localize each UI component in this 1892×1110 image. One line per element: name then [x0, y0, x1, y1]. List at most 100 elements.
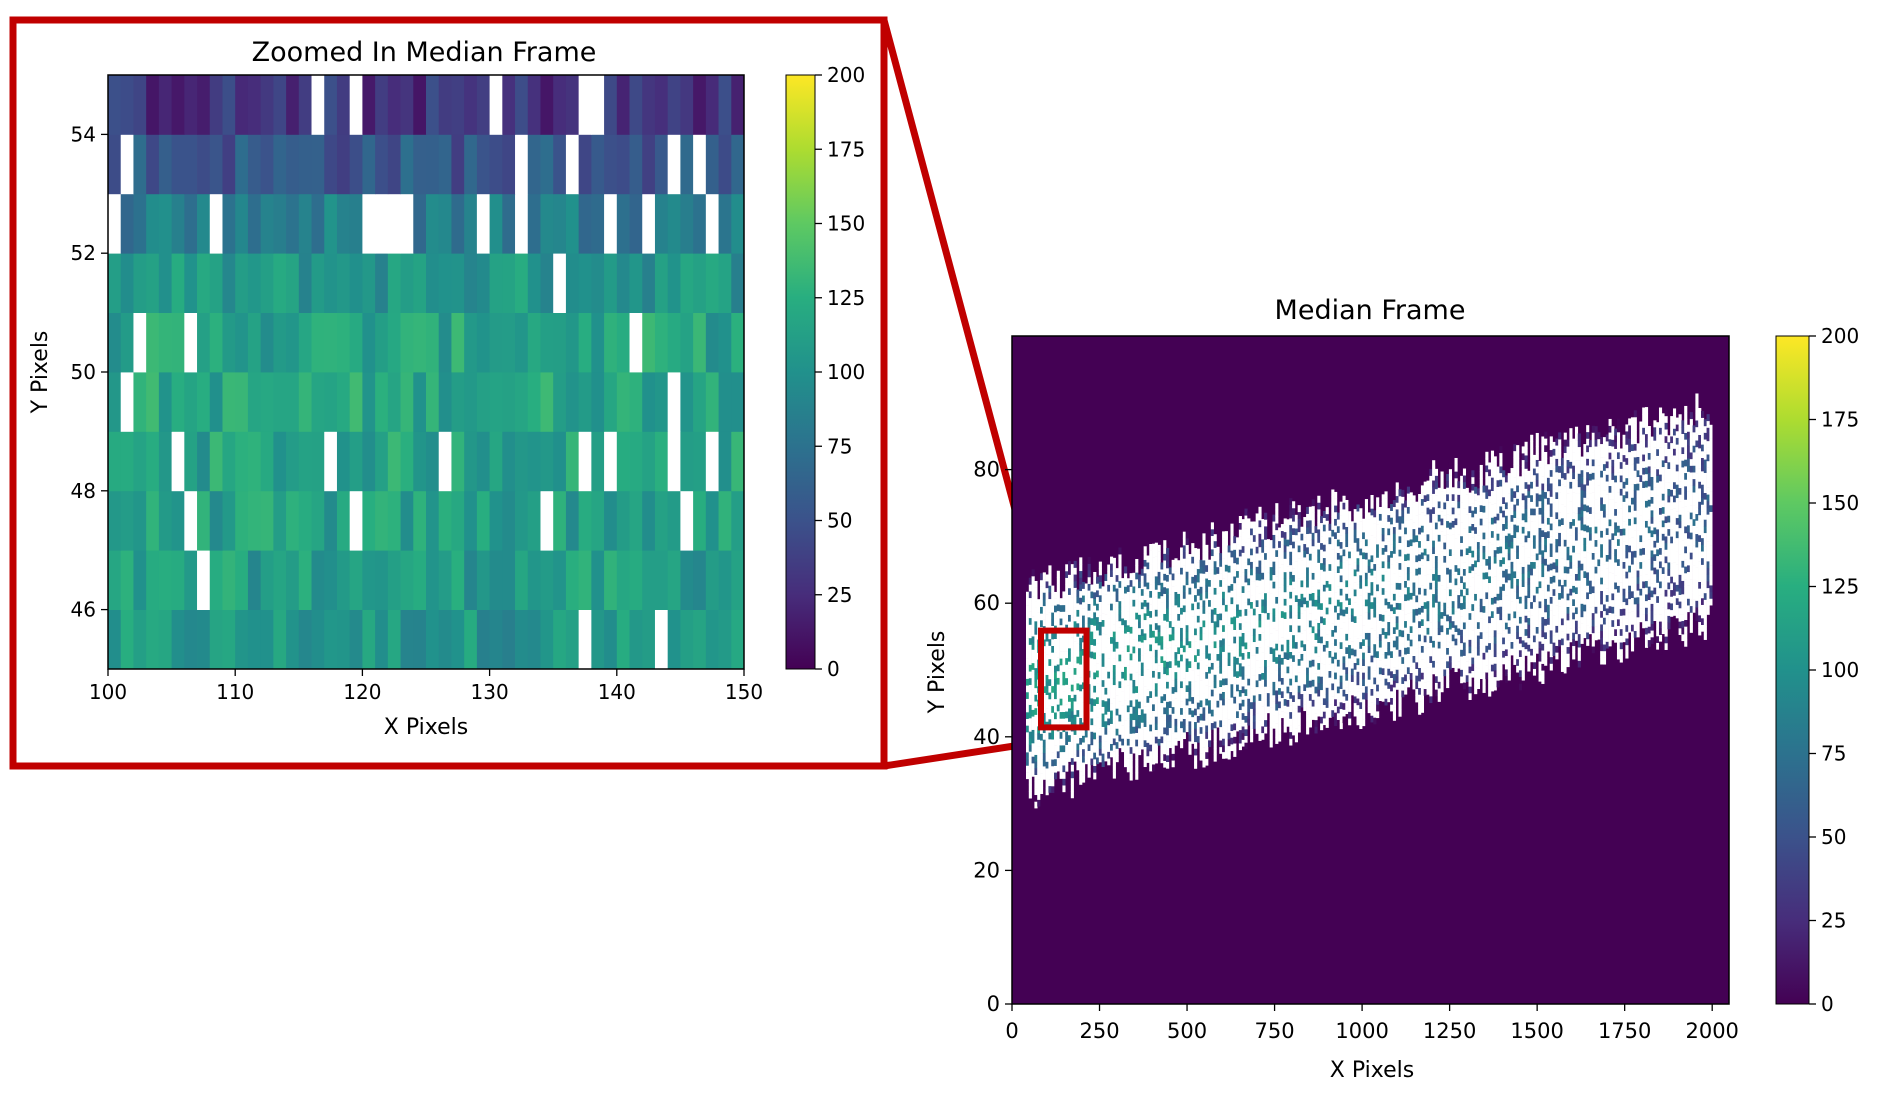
trace-cell — [1266, 646, 1270, 654]
zoomed-heatmap-cell — [553, 253, 567, 313]
trace-cell — [1314, 566, 1318, 574]
trace-cell — [1191, 549, 1195, 557]
trace-cell — [1157, 691, 1161, 699]
trace-cell — [1199, 666, 1203, 674]
trace-cell — [1353, 602, 1357, 610]
trace-cell — [1135, 592, 1139, 600]
trace-cell — [1227, 558, 1231, 566]
trace-cell — [1370, 568, 1374, 576]
trace-cell — [1149, 697, 1153, 705]
trace-cell — [1258, 687, 1262, 695]
trace-cell — [1373, 697, 1377, 705]
trace-cell — [1364, 592, 1368, 600]
trace-cell — [1042, 712, 1046, 720]
trace-cell — [1409, 552, 1413, 560]
trace-cell — [1107, 571, 1111, 579]
trace-cell — [1395, 602, 1399, 610]
trace-cell — [1258, 727, 1262, 735]
trace-cell — [1160, 742, 1164, 750]
trace-cell — [1387, 508, 1391, 516]
trace-cell — [1115, 628, 1119, 636]
trace-cell — [1373, 657, 1377, 665]
trace-cell — [1300, 560, 1304, 568]
trace-cell — [1420, 512, 1425, 520]
trace-cell — [1356, 604, 1360, 612]
trace-cell — [1412, 515, 1416, 523]
trace-cell — [1115, 568, 1119, 576]
trace-cell — [1320, 589, 1324, 597]
zoomed-heatmap-cell — [184, 609, 198, 670]
trace-cell — [1230, 630, 1234, 638]
zoomed-heatmap-cell — [235, 372, 249, 432]
trace-cell — [1199, 740, 1203, 748]
trace-cell — [1194, 761, 1198, 769]
trace-cell — [1339, 641, 1343, 649]
trace-cell — [1378, 660, 1382, 668]
trace-cell — [1294, 608, 1298, 616]
trace-cell — [1314, 559, 1318, 567]
trace-cell — [1334, 672, 1338, 680]
trace-cell — [1255, 633, 1259, 641]
zoomed-heatmap-cell — [158, 75, 172, 135]
trace-cell — [1177, 573, 1181, 581]
trace-cell — [1401, 576, 1405, 584]
trace-cell — [1289, 604, 1293, 612]
trace-cell — [1297, 718, 1301, 726]
trace-cell — [1404, 614, 1408, 622]
trace-cell — [1250, 554, 1254, 562]
trace-cell — [1180, 687, 1184, 695]
trace-cell — [1359, 541, 1363, 549]
trace-cell — [1350, 581, 1354, 589]
zoomed-heatmap-cell — [604, 75, 618, 135]
trace-cell — [1101, 639, 1105, 647]
zoomed-heatmap-cell — [324, 253, 338, 313]
trace-cell — [1182, 671, 1186, 679]
zoomed-y-axis-label: Y Pixels — [28, 331, 53, 415]
trace-cell — [1356, 611, 1360, 619]
trace-cell — [1258, 620, 1262, 628]
trace-cell — [1306, 513, 1310, 521]
trace-cell — [1387, 675, 1391, 683]
trace-cell — [1278, 594, 1282, 602]
trace-cell — [1129, 713, 1133, 721]
trace-cell — [1325, 714, 1329, 722]
trace-cell — [1154, 602, 1158, 610]
trace-cell — [1219, 713, 1223, 721]
trace-cell — [1135, 559, 1139, 566]
trace-cell — [1244, 595, 1248, 603]
trace-cell — [1222, 531, 1226, 539]
trace-cell — [1124, 746, 1128, 754]
trace-cell — [1300, 620, 1304, 628]
trace-cell — [1395, 682, 1399, 690]
trace-cell — [1269, 713, 1273, 721]
trace-cell — [1146, 675, 1150, 683]
trace-cell — [1275, 670, 1279, 678]
trace-cell — [1205, 698, 1209, 706]
trace-cell — [1126, 725, 1130, 733]
trace-cell — [1168, 654, 1172, 662]
trace-cell — [1272, 554, 1276, 562]
zoomed-heatmap-cell — [133, 253, 147, 313]
trace-cell — [1283, 545, 1287, 553]
trace-cell — [1076, 636, 1080, 644]
trace-cell — [1135, 685, 1139, 693]
trace-cell — [1272, 594, 1276, 602]
trace-cell — [1367, 712, 1371, 720]
trace-cell — [1054, 758, 1058, 766]
trace-cell — [1387, 615, 1391, 623]
trace-cell — [1124, 593, 1128, 601]
trace-cell — [1317, 689, 1321, 697]
trace-cell — [1037, 739, 1041, 747]
trace-cell — [1199, 579, 1203, 587]
trace-cell — [1412, 615, 1416, 623]
trace-cell — [1230, 677, 1234, 685]
trace-cell — [1412, 548, 1416, 556]
trace-cell — [1166, 614, 1170, 622]
trace-cell — [1073, 614, 1077, 622]
trace-cell — [1275, 650, 1279, 658]
trace-cell — [1040, 613, 1044, 621]
trace-cell — [1138, 647, 1142, 655]
trace-cell — [1314, 532, 1318, 540]
trace-cell — [1213, 560, 1217, 568]
trace-cell — [1224, 698, 1228, 706]
